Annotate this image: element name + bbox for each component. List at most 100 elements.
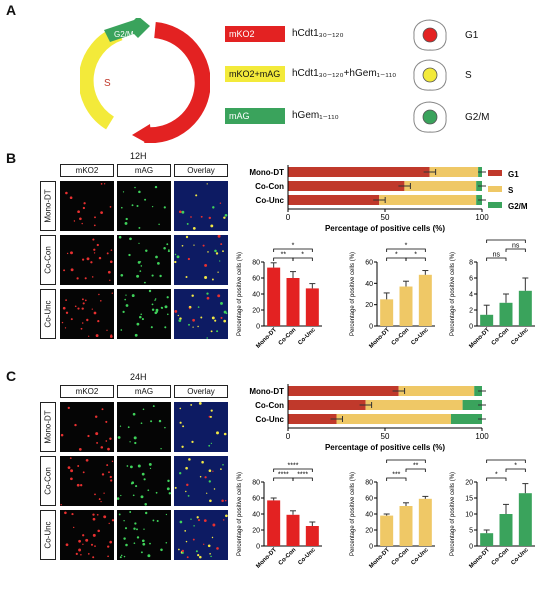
y-tick-label: 8 xyxy=(469,260,473,267)
legend-swatch-s xyxy=(488,186,502,192)
y-tick-label: 0 xyxy=(256,324,260,331)
bar xyxy=(418,498,432,546)
x-tick-label: Co-Unc xyxy=(297,547,317,567)
bar xyxy=(305,526,319,546)
stacked-bar-segment xyxy=(288,386,399,396)
x-tick-label: 100 xyxy=(475,213,489,222)
legend-swatch-g1 xyxy=(488,170,502,176)
bar xyxy=(399,506,413,546)
y-tick-label: 40 xyxy=(365,512,373,519)
micro-image xyxy=(174,510,228,560)
chart-c-g1: Percentage of positive cells (%) 0 20 40 60 8… xyxy=(237,463,322,570)
stacked-bar-segment xyxy=(450,414,482,424)
y-axis-label: Percentage of positive cells (%) xyxy=(237,252,243,336)
micro-image xyxy=(117,289,171,339)
significance-label: * xyxy=(292,243,295,250)
micro-image xyxy=(60,235,114,285)
cell-icons xyxy=(413,19,447,133)
y-axis-label: Percentage of positive cells (%) xyxy=(450,252,456,336)
significance-bracket xyxy=(486,239,526,243)
legend-box-mko2: mKO2 xyxy=(225,26,285,42)
micro-image xyxy=(60,456,114,506)
x-tick-label: Co-Con xyxy=(278,327,298,347)
micro-header-overlay: Overlay xyxy=(174,164,228,177)
x-tick-label: Co-Unc xyxy=(510,327,530,347)
significance-label: * xyxy=(405,243,408,250)
legend-swatch-g2m xyxy=(488,202,502,208)
cell-cycle-diagram: G2/M S G1 xyxy=(80,18,210,143)
x-tick-label: Co-Con xyxy=(391,327,411,347)
stacked-bar-segment xyxy=(398,386,475,396)
micro-image xyxy=(174,289,228,339)
bar xyxy=(518,290,532,326)
bar xyxy=(380,299,394,326)
g2m-arrow xyxy=(104,18,150,42)
y-tick-label: 0 xyxy=(256,544,260,551)
micro-header-mag: mAG xyxy=(117,385,171,398)
x-tick-label: Co-Unc xyxy=(410,547,430,567)
significance-label: * xyxy=(414,252,417,259)
g2m-label: G2/M xyxy=(114,30,134,39)
legend-text-mko2: hCdt1₃₀₋₁₂₀ xyxy=(292,28,344,39)
y-tick-label: 20 xyxy=(252,308,260,315)
y-tick-label: 6 xyxy=(469,276,473,283)
micro-image xyxy=(60,402,114,452)
x-tick-label: Co-Con xyxy=(391,547,411,567)
stacked-bar-segment xyxy=(404,181,477,191)
micro-image xyxy=(60,289,114,339)
micro-image xyxy=(116,456,171,506)
g1-phase-arc xyxy=(144,22,210,143)
y-tick-label: 0 xyxy=(369,324,373,331)
stacked-bar-segment xyxy=(379,195,477,205)
significance-label: **** xyxy=(501,458,512,461)
y-tick-label: 60 xyxy=(252,276,260,283)
stacked-bar-segment xyxy=(288,414,337,424)
micro-image xyxy=(174,402,228,452)
bar xyxy=(499,302,513,326)
y-tick-label: 0 xyxy=(469,324,473,331)
micro-image xyxy=(117,510,171,560)
bar xyxy=(267,500,281,546)
significance-bracket xyxy=(273,248,313,252)
micro-image xyxy=(117,235,171,285)
bar xyxy=(399,286,413,326)
y-tick-label: 2 xyxy=(469,308,473,315)
y-tick-label: 20 xyxy=(252,528,260,535)
x-axis-label: Percentage of positive cells (%) xyxy=(325,224,445,233)
chart-c-s: Percentage of positive cells (%) 0 20 40 60 8… xyxy=(350,458,435,570)
y-axis-label: Percentage of positive cells (%) xyxy=(237,472,243,556)
x-tick-label: Co-Unc xyxy=(410,327,430,347)
significance-bracket xyxy=(273,468,313,472)
significance-label: **** xyxy=(288,463,299,470)
y-tick-label: 4 xyxy=(469,292,473,299)
g1-arrow-head xyxy=(132,124,152,143)
stacked-bar-segment xyxy=(336,414,451,424)
significance-label: ns xyxy=(512,243,520,250)
x-tick-label: Co-Con xyxy=(278,547,298,567)
y-axis-label: Percentage of positive cells (%) xyxy=(350,252,356,336)
significance-bracket xyxy=(386,477,407,481)
row-label-mono-dt: Mono-DT xyxy=(40,181,56,231)
significance-label: ns xyxy=(493,252,501,259)
x-tick-label: Co-Unc xyxy=(510,547,530,567)
significance-label: * xyxy=(495,472,498,479)
y-tick-label: 40 xyxy=(365,281,373,288)
significance-bracket xyxy=(486,257,507,261)
y-tick-label: 60 xyxy=(252,496,260,503)
significance-label: * xyxy=(395,252,398,259)
stacked-bar-segment xyxy=(288,167,430,177)
micro-image xyxy=(60,181,114,231)
significance-label: **** xyxy=(278,472,289,479)
chart-b-g1: Percentage of positive cells (%) 0 20 40 60 8… xyxy=(237,243,322,350)
stacked-bar-segment xyxy=(462,400,482,410)
micro-header-mag: mAG xyxy=(117,164,171,177)
significance-bracket xyxy=(386,248,426,252)
significance-label: ** xyxy=(413,463,419,470)
y-tick-label: 20 xyxy=(365,528,373,535)
micro-image xyxy=(60,510,115,560)
bar xyxy=(499,514,513,546)
row-label-co-con: Co-Con xyxy=(40,235,56,285)
stacked-bar-segment xyxy=(288,181,405,191)
bar xyxy=(480,314,494,326)
